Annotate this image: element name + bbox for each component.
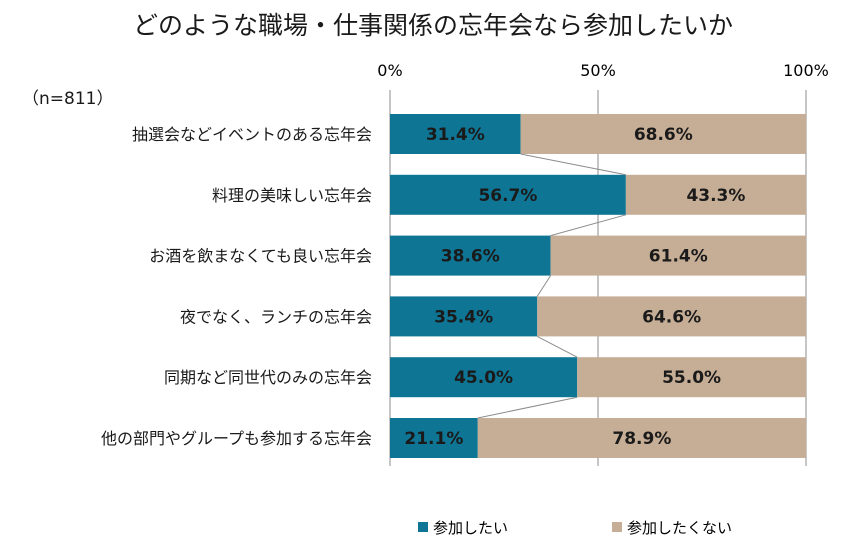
sample-size-note: （n=811）	[22, 89, 113, 109]
bar-not-want-to-join-2	[550, 235, 806, 276]
x-tick-label-100: 100%	[783, 61, 829, 80]
category-label-3: 夜でなく、ランチの忘年会	[180, 307, 372, 326]
bar-want-to-join-5	[390, 418, 478, 458]
connector-line-1	[550, 214, 627, 237]
category-label-2: お酒を飲まなくても良い忘年会	[149, 247, 372, 266]
legend: 参加したい 参加したくない	[418, 519, 732, 537]
data-label-want-to-join-0: 31.4%	[426, 125, 485, 145]
legend-swatch-not-want-to-join	[612, 522, 622, 532]
data-label-want-to-join-5: 21.1%	[404, 429, 463, 449]
bar-not-want-to-join-3	[537, 296, 806, 337]
connector-line-3	[537, 335, 578, 358]
category-labels: 抽選会などイベントのある忘年会料理の美味しい忘年会お酒を飲まなくても良い忘年会夜…	[101, 125, 372, 448]
legend-label-want-to-join: 参加したい	[433, 519, 508, 537]
bar-not-want-to-join-5	[477, 418, 806, 458]
bar-want-to-join-0	[390, 114, 521, 154]
bar-want-to-join-2	[390, 235, 551, 276]
bar-want-to-join-4	[390, 357, 578, 398]
legend-label-not-want-to-join: 参加したくない	[627, 519, 732, 537]
bars-layer	[390, 114, 806, 458]
data-label-not-want-to-join-4: 55.0%	[662, 368, 721, 388]
series-connector-lines	[477, 153, 627, 419]
data-label-not-want-to-join-3: 64.6%	[642, 307, 701, 327]
x-tick-label-0: 0%	[377, 61, 402, 80]
data-labels: 31.4% 68.6% 56.7% 43.3% 38.6% 61.4% 35.4% 64.6%…	[404, 125, 745, 449]
chart-title: どのような職場・仕事関係の忘年会なら参加したいか	[133, 11, 733, 40]
connector-line-4	[477, 396, 578, 419]
connector-line-2	[536, 275, 551, 297]
bar-not-want-to-join-0	[520, 114, 806, 154]
connector-line-0	[520, 153, 626, 176]
data-label-want-to-join-2: 38.6%	[441, 247, 500, 267]
bar-want-to-join-3	[390, 296, 538, 337]
data-label-not-want-to-join-5: 78.9%	[612, 429, 671, 449]
category-label-5: 他の部門やグループも参加する忘年会	[101, 429, 372, 448]
bar-not-want-to-join-4	[577, 357, 806, 398]
category-label-1: 料理の美味しい忘年会	[212, 186, 372, 205]
data-label-not-want-to-join-2: 61.4%	[649, 247, 708, 267]
category-label-0: 抽選会などイベントのある忘年会	[132, 125, 372, 144]
x-axis-ticks: 0% 50% 100%	[377, 61, 829, 80]
bar-not-want-to-join-1	[625, 174, 806, 215]
legend-swatch-want-to-join	[418, 522, 428, 532]
data-label-not-want-to-join-1: 43.3%	[686, 186, 745, 206]
x-tick-label-50: 50%	[580, 61, 616, 80]
data-label-not-want-to-join-0: 68.6%	[634, 125, 693, 145]
bar-want-to-join-1	[390, 174, 626, 215]
data-label-want-to-join-4: 45.0%	[454, 368, 513, 388]
category-label-4: 同期など同世代のみの忘年会	[164, 368, 372, 387]
data-label-want-to-join-1: 56.7%	[478, 186, 537, 206]
data-label-want-to-join-3: 35.4%	[434, 307, 493, 327]
